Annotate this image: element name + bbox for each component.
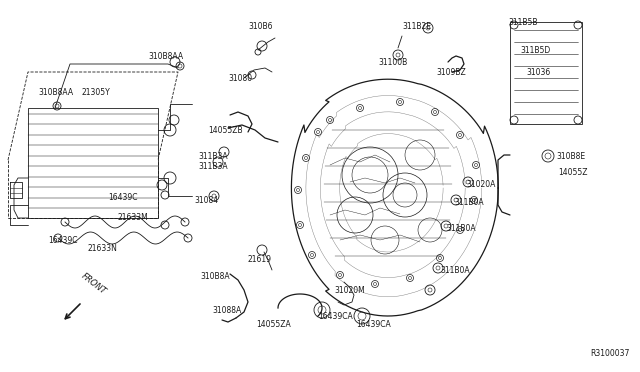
- Text: 31088A: 31088A: [212, 306, 241, 315]
- Text: 16439C: 16439C: [108, 193, 138, 202]
- Text: 31036: 31036: [526, 68, 550, 77]
- Text: 311B0A: 311B0A: [440, 266, 470, 275]
- Bar: [28, 108, 158, 218]
- Text: 310B8A: 310B8A: [200, 272, 230, 281]
- Text: 3109BZ: 3109BZ: [436, 68, 466, 77]
- Text: 31020M: 31020M: [334, 286, 365, 295]
- Text: 310B8AA: 310B8AA: [148, 52, 183, 61]
- Text: R3100037: R3100037: [591, 349, 630, 358]
- Text: 14055ZB: 14055ZB: [208, 126, 243, 135]
- Text: 31020A: 31020A: [466, 180, 495, 189]
- Text: 310B6: 310B6: [248, 22, 273, 31]
- Text: 31080: 31080: [228, 74, 252, 83]
- Text: 14055ZA: 14055ZA: [256, 320, 291, 329]
- Text: 16439CA: 16439CA: [318, 312, 353, 321]
- Text: 16439CA: 16439CA: [356, 320, 391, 329]
- Text: 311B2E: 311B2E: [402, 22, 431, 31]
- Text: 14055Z: 14055Z: [558, 168, 588, 177]
- Text: 21619: 21619: [248, 255, 272, 264]
- Text: 31084: 31084: [194, 196, 218, 205]
- Text: 310B8AA: 310B8AA: [38, 88, 73, 97]
- Text: 16439C: 16439C: [48, 236, 77, 245]
- Text: 21633M: 21633M: [118, 213, 148, 222]
- Text: 310B8E: 310B8E: [556, 152, 585, 161]
- Bar: [510, 22, 582, 124]
- Text: 311B3A: 311B3A: [198, 162, 228, 171]
- Text: 21633N: 21633N: [88, 244, 118, 253]
- Text: 311B0A: 311B0A: [446, 224, 476, 233]
- Text: 311B5D: 311B5D: [520, 46, 550, 55]
- Text: FRONT: FRONT: [80, 271, 108, 296]
- Text: 311B0A: 311B0A: [454, 198, 484, 207]
- Text: 311B3A: 311B3A: [198, 152, 228, 161]
- Text: 311B5B: 311B5B: [508, 18, 538, 27]
- Text: 21305Y: 21305Y: [82, 88, 111, 97]
- Text: 31100B: 31100B: [378, 58, 407, 67]
